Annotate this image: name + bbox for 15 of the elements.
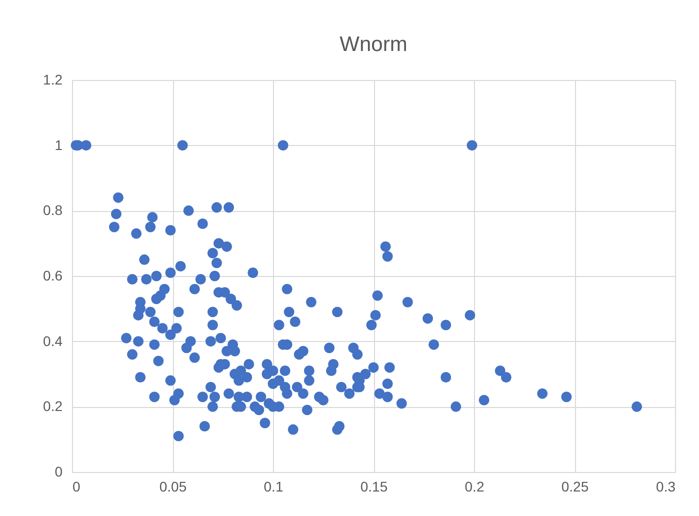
- x-tick-label: 0: [72, 478, 80, 494]
- x-tick-label: 0.3: [656, 478, 676, 494]
- y-tick-label: 1.2: [43, 72, 63, 88]
- x-tick-label: 0.25: [561, 478, 589, 494]
- y-tick-label: 0.8: [43, 202, 63, 218]
- y-tick-label: 0.2: [43, 398, 63, 414]
- y-tick-label: 0.4: [43, 332, 63, 349]
- y-tick-label: 1: [54, 136, 63, 153]
- x-tick-label: 0.05: [159, 478, 187, 494]
- x-tick-label: 0.15: [360, 478, 388, 494]
- y-tick-label: 0.6: [43, 268, 63, 284]
- chart-title: Wnorm: [340, 33, 408, 56]
- x-tick-label: 0.1: [264, 478, 284, 494]
- x-tick-label: 0.2: [464, 478, 484, 494]
- y-tick-label: 0: [54, 464, 63, 480]
